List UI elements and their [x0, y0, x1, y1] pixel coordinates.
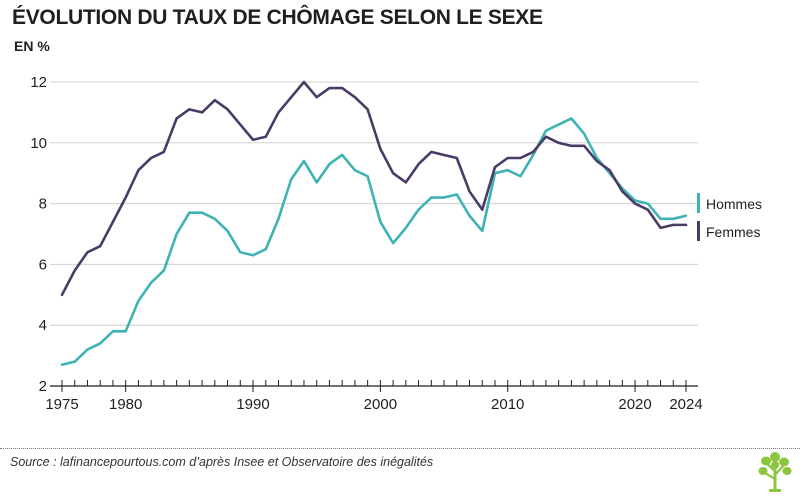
- tree-logo-icon: [758, 452, 792, 492]
- y-tick-label-8: 8: [39, 196, 47, 213]
- axis-layer: 2 4 6 8 10 12 1975 1980 1990 2000 2010 2020 2024: [30, 74, 702, 413]
- source-note: Source : lafinancepourtous.com d’après I…: [10, 455, 434, 469]
- x-tick-label-1980: 1980: [109, 396, 142, 413]
- legend-label-hommes: Hommes: [706, 196, 762, 212]
- series-line-femmes: [60, 80, 688, 297]
- legend-label-femmes: Femmes: [706, 224, 760, 240]
- x-tick-label-2010: 2010: [491, 396, 524, 413]
- y-tick-label-6: 6: [39, 256, 47, 273]
- series-layer: [60, 80, 688, 367]
- legend-layer: Hommes Femmes: [697, 193, 762, 241]
- x-tick-label-2020: 2020: [618, 396, 651, 413]
- y-axis-unit: EN %: [14, 38, 50, 54]
- x-tick-label-1975: 1975: [45, 396, 78, 413]
- x-tick-label-1990: 1990: [236, 396, 269, 413]
- footer-divider: [0, 448, 800, 449]
- y-tick-label-10: 10: [30, 135, 47, 152]
- y-tick-label-4: 4: [39, 317, 47, 334]
- legend-swatch-hommes: [697, 193, 700, 213]
- x-tick-label-2024: 2024: [669, 396, 702, 413]
- y-tick-label-12: 12: [30, 74, 47, 91]
- legend-swatch-femmes: [697, 221, 700, 241]
- x-tick-label-2000: 2000: [364, 396, 397, 413]
- series-line-hommes: [60, 117, 688, 367]
- chart-title: ÉVOLUTION DU TAUX DE CHÔMAGE SELON LE SE…: [12, 6, 543, 29]
- y-tick-label-2: 2: [39, 378, 47, 395]
- line-chart: 2 4 6 8 10 12 1975 1980 1990 2000 2010 2020 2024 Hom…: [30, 74, 762, 413]
